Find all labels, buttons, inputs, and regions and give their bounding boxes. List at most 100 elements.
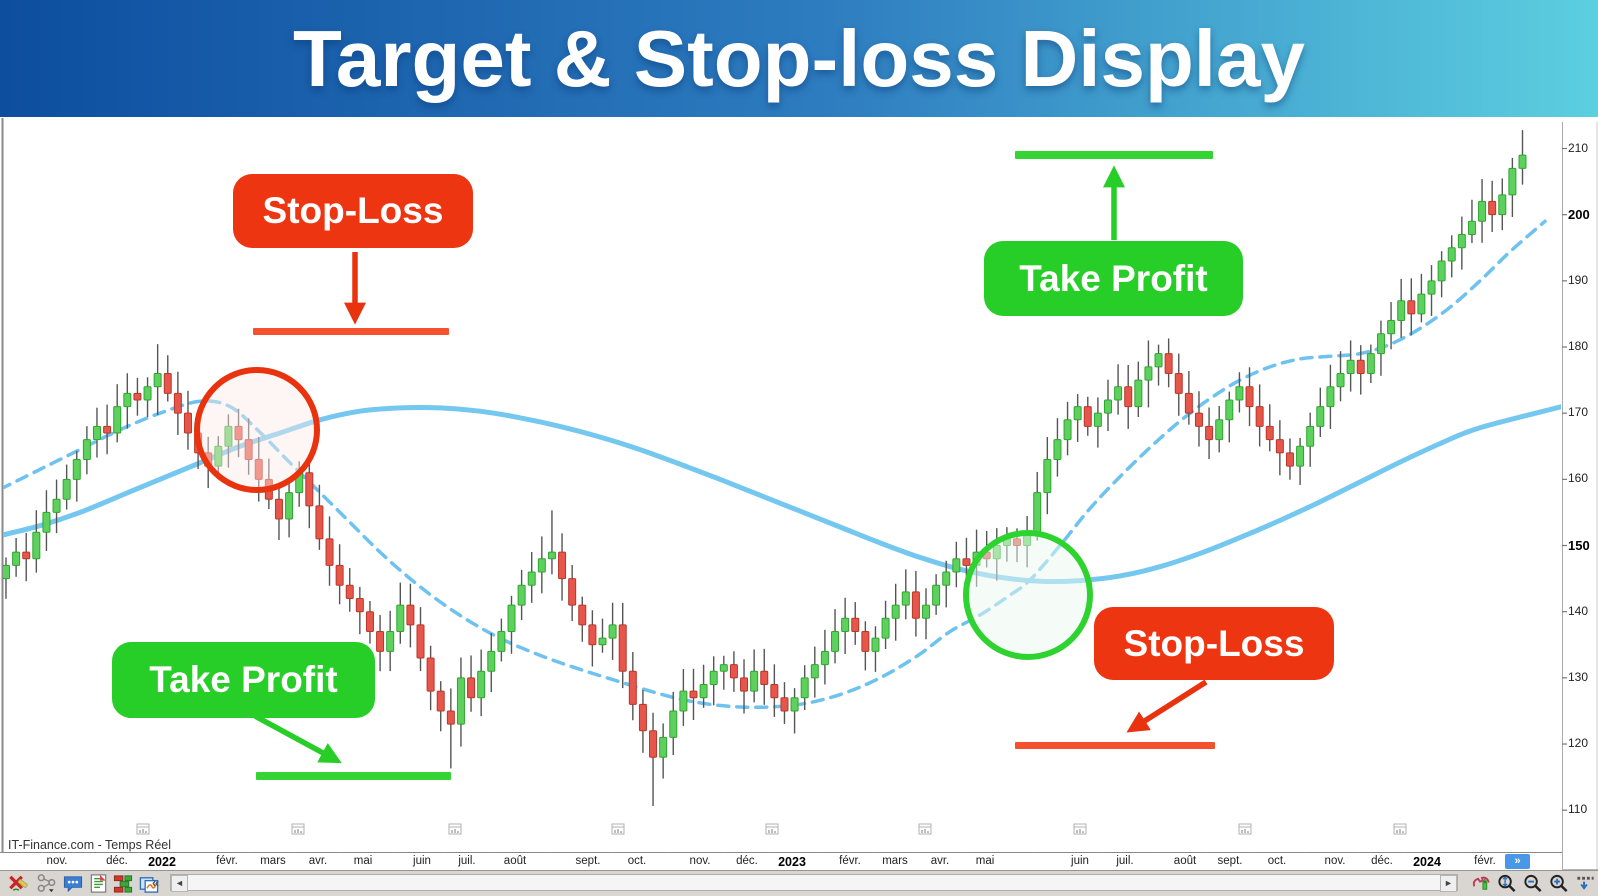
candle (790, 697, 799, 712)
delete-drawings-icon[interactable] (7, 873, 29, 894)
candle (386, 631, 395, 652)
axis-more-button[interactable]: » (1505, 854, 1530, 869)
candle (1366, 353, 1375, 374)
candle (224, 425, 233, 447)
candle (467, 677, 476, 699)
candle (638, 703, 647, 732)
scroll-right-button[interactable]: ► (1440, 875, 1457, 892)
candle (234, 425, 243, 441)
candle (841, 617, 850, 633)
candle (1265, 425, 1274, 441)
candle (12, 551, 21, 566)
candle (578, 604, 587, 626)
time-tick-label: août (1173, 855, 1197, 867)
candle (922, 604, 931, 619)
candle (901, 591, 910, 606)
candle (1154, 353, 1163, 368)
candle (669, 710, 678, 738)
bricks-icon[interactable] (112, 873, 134, 894)
candle (770, 683, 779, 699)
time-tick-label: déc. (1371, 855, 1393, 867)
candle (659, 736, 668, 758)
candle (1235, 386, 1244, 401)
scroll-left-button[interactable]: ◄ (171, 875, 188, 892)
candle (1336, 372, 1345, 388)
time-tick-label: juin (1071, 855, 1089, 867)
candle (719, 664, 728, 672)
candle (1417, 293, 1426, 315)
candle (1346, 359, 1355, 374)
candle (1387, 320, 1396, 335)
chart-windows-icon[interactable] (138, 873, 160, 894)
candle (1073, 406, 1082, 421)
candle (355, 597, 364, 613)
candle (1194, 412, 1203, 427)
time-tick-label: 2023 (778, 855, 806, 869)
time-tick-label: déc. (736, 855, 758, 867)
more-tools-icon[interactable] (1574, 873, 1596, 894)
comment-icon[interactable] (62, 873, 84, 894)
candle (891, 604, 900, 619)
ma-slow-line (3, 404, 1561, 585)
time-tick-label: sept. (575, 855, 601, 867)
candle (365, 611, 374, 633)
page-title: Target & Stop-loss Display (292, 13, 1306, 103)
candle (1083, 406, 1092, 427)
candle (760, 670, 769, 685)
candle (1306, 425, 1315, 447)
time-tick-label: févr. (216, 855, 238, 867)
candle (1255, 406, 1264, 427)
time-tick-label: mars (260, 855, 286, 867)
time-tick-label: mai (353, 855, 373, 867)
candle (173, 392, 182, 414)
candle (1134, 379, 1143, 408)
candle (740, 677, 749, 692)
candle (446, 710, 455, 725)
candle (274, 498, 283, 520)
candle (82, 439, 91, 460)
candle (932, 584, 941, 606)
candle (861, 631, 870, 652)
candle (618, 624, 627, 672)
candle (820, 650, 829, 666)
ma-cross-up-circle (963, 530, 1093, 660)
candle (527, 571, 536, 586)
time-tick-label: juin (413, 855, 431, 867)
candle (1043, 458, 1052, 494)
candle (558, 551, 567, 580)
title-banner: Target & Stop-loss Display (0, 0, 1598, 117)
candle (628, 670, 637, 705)
time-tick-label: oct. (1267, 855, 1287, 867)
zoom-fit-icon[interactable] (1496, 873, 1518, 894)
candle (1275, 439, 1284, 454)
time-tick-label: juil. (458, 855, 476, 867)
candle (1103, 399, 1112, 414)
candle (285, 492, 294, 520)
candle (1467, 220, 1476, 236)
candle (1114, 386, 1123, 401)
candle (1093, 412, 1102, 427)
take-profit-top-line (1015, 151, 1213, 159)
candle (881, 617, 890, 639)
zoom-out-icon[interactable] (1522, 873, 1544, 894)
time-tick-label: avr. (930, 855, 950, 867)
candle (689, 690, 698, 699)
chart-scrollbar[interactable]: ◄ ► (170, 874, 1458, 892)
zoom-in-icon[interactable] (1548, 873, 1570, 894)
candle (831, 631, 840, 652)
stop-loss-label-bottom: Stop-Loss (1094, 607, 1334, 680)
time-tick-label: nov. (46, 855, 68, 867)
candle (1427, 280, 1436, 295)
collapse-toolbar-button[interactable]: « (152, 875, 160, 890)
candle (497, 631, 506, 652)
candle (810, 664, 819, 679)
candle (254, 458, 263, 480)
candle (1225, 399, 1234, 421)
share-icon[interactable] (36, 873, 58, 894)
report-icon[interactable] (88, 873, 110, 894)
design-icon[interactable] (1470, 873, 1492, 894)
ma-cross-down-circle (194, 367, 320, 493)
candle (1144, 366, 1153, 381)
time-tick-label: août (503, 855, 527, 867)
